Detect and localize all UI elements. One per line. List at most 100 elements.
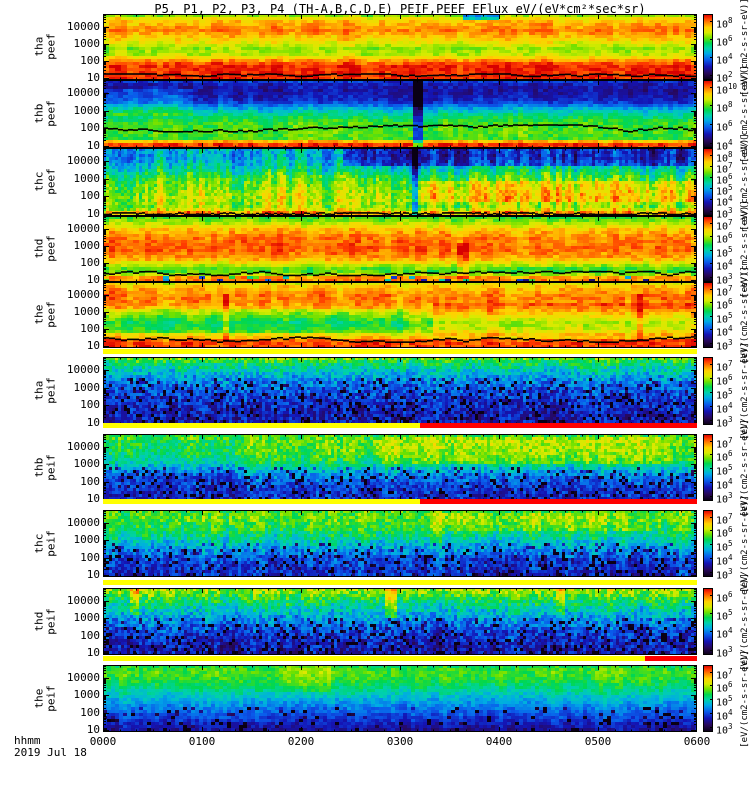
y-axis-tick-label: 1000 bbox=[73, 239, 101, 252]
colorbar-tick-label: 103 bbox=[716, 271, 733, 287]
colorbar-tick-label: 105 bbox=[716, 538, 733, 554]
colorbar-tick-base: 10 bbox=[716, 287, 729, 299]
y-axis-tick-label: 100 bbox=[80, 706, 100, 719]
colorbar-tick-base: 10 bbox=[716, 19, 729, 31]
colorbar-tick-base: 10 bbox=[716, 55, 729, 67]
panel-label-text: thb peif bbox=[32, 454, 57, 481]
colorbar-tick-label: 107 bbox=[716, 217, 733, 233]
panel-probe-label: thd bbox=[32, 239, 46, 259]
panel-probe-label: the bbox=[32, 688, 46, 709]
colorbar-tick-exponent: 5 bbox=[728, 539, 733, 548]
colorbar-tick-base: 10 bbox=[716, 556, 729, 568]
colorbar-tick-label: 107 bbox=[716, 358, 733, 374]
colorbar-tick-exponent: 5 bbox=[728, 183, 733, 192]
panel-probe-label: thc bbox=[32, 172, 46, 192]
x-axis-tick-label: 0600 bbox=[683, 735, 711, 748]
y-axis-tick-label: 1000 bbox=[73, 381, 101, 394]
panel-probe-label: thd bbox=[32, 611, 46, 632]
colorbar-tick-label: 105 bbox=[716, 182, 733, 198]
colorbar-tick-label: 107 bbox=[716, 511, 733, 527]
colorbar-tick-exponent: 7 bbox=[728, 284, 733, 293]
colorbar-tick-base: 10 bbox=[716, 85, 729, 97]
colorbar-tick-exponent: 7 bbox=[728, 218, 733, 227]
colorbar-tick-base: 10 bbox=[716, 494, 729, 506]
colorbar-tick-base: 10 bbox=[716, 611, 729, 623]
colorbar-tick-exponent: 7 bbox=[728, 359, 733, 368]
colorbar-tick-base: 10 bbox=[716, 515, 729, 527]
y-axis-tick-label: 10 bbox=[86, 492, 100, 505]
colorbar-tick-label: 107 bbox=[716, 283, 733, 299]
colorbar-tick-base: 10 bbox=[716, 209, 729, 221]
colorbar-tick-label: 108 bbox=[716, 99, 733, 115]
colorbar-tick-base: 10 bbox=[716, 103, 729, 115]
colorbar-tick-exponent: 2 bbox=[728, 70, 733, 79]
y-axis-tick-label: 1000 bbox=[73, 457, 101, 470]
colorbar-tick-exponent: 6 bbox=[728, 297, 733, 306]
panel-label-text: tha peif bbox=[32, 378, 57, 405]
panel-label-text: thd peif bbox=[32, 608, 57, 635]
flag-bar-segment bbox=[419, 423, 697, 428]
colorbar-tick-exponent: 4 bbox=[728, 52, 733, 61]
y-axis-tick-label: 1000 bbox=[73, 305, 101, 318]
colorbar-tick-label: 103 bbox=[716, 644, 733, 660]
colorbar-tick-exponent: 4 bbox=[728, 477, 733, 486]
colorbar-tick-exponent: 4 bbox=[728, 258, 733, 267]
colorbar-tick-exponent: 6 bbox=[728, 680, 733, 689]
colorbar-tick-label: 104 bbox=[716, 625, 733, 641]
panel-probe-label: thc bbox=[32, 533, 46, 554]
panel-quantity-label: peif bbox=[44, 454, 57, 481]
colorbar bbox=[703, 216, 713, 282]
y-axis-tick-label: 10000 bbox=[66, 154, 100, 167]
colorbar-tick-base: 10 bbox=[716, 221, 729, 233]
colorbar-tick-base: 10 bbox=[716, 122, 729, 134]
panel-probe-label: thb bbox=[32, 457, 46, 478]
colorbar-tick-exponent: 4 bbox=[728, 324, 733, 333]
colorbar-tick-base: 10 bbox=[716, 593, 729, 605]
y-axis-tick-label: 10000 bbox=[66, 86, 100, 99]
y-axis-tick-label: 1000 bbox=[73, 688, 101, 701]
colorbar-tick-base: 10 bbox=[716, 314, 729, 326]
colorbar-tick-base: 10 bbox=[716, 153, 729, 165]
flag-bar bbox=[103, 349, 697, 354]
colorbar-tick-label: 102 bbox=[716, 69, 733, 85]
panel-label-text: thb peef bbox=[32, 100, 57, 128]
colorbar bbox=[703, 80, 713, 148]
panel-quantity-label: peef bbox=[44, 301, 57, 329]
colorbar-tick-label: 104 bbox=[716, 193, 733, 209]
y-axis-tick-label: 10 bbox=[86, 71, 100, 84]
panel-label-text: the peif bbox=[32, 685, 57, 712]
spectrogram-canvas bbox=[103, 282, 697, 348]
colorbar-tick-base: 10 bbox=[716, 341, 729, 353]
flag-bar bbox=[103, 423, 697, 428]
x-axis-tick-label: 0200 bbox=[287, 735, 315, 748]
y-axis-tick-label: 100 bbox=[80, 121, 100, 134]
y-axis-tick-label: 10 bbox=[86, 207, 100, 220]
colorbar-tick-base: 10 bbox=[716, 648, 729, 660]
colorbar-tick-exponent: 5 bbox=[728, 311, 733, 320]
colorbar-tick-exponent: 4 bbox=[728, 194, 733, 203]
colorbar-tick-label: 106 bbox=[716, 33, 733, 49]
colorbar-tick-exponent: 6 bbox=[728, 172, 733, 181]
panel-quantity-label: peef bbox=[44, 100, 57, 128]
colorbar-tick-base: 10 bbox=[716, 234, 729, 246]
colorbar-tick-label: 105 bbox=[716, 607, 733, 623]
colorbar-tick-exponent: 7 bbox=[728, 161, 733, 170]
colorbar-tick-exponent: 3 bbox=[728, 338, 733, 347]
colorbar-tick-label: 106 bbox=[716, 230, 733, 246]
y-axis-tick-label: 100 bbox=[80, 189, 100, 202]
figure-title: P5, P1, P2, P3, P4 (TH-A,B,C,D,E) PEIF,P… bbox=[154, 2, 646, 16]
colorbar-tick-exponent: 7 bbox=[728, 667, 733, 676]
colorbar-tick-exponent: 6 bbox=[728, 373, 733, 382]
colorbar-tick-exponent: 7 bbox=[728, 436, 733, 445]
colorbar-tick-label: 105 bbox=[716, 386, 733, 402]
colorbar-tick-base: 10 bbox=[716, 528, 729, 540]
y-axis-tick-label: 10000 bbox=[66, 516, 100, 529]
y-axis-tick-label: 1000 bbox=[73, 611, 101, 624]
y-axis-tick-label: 100 bbox=[80, 551, 100, 564]
spectrogram-canvas bbox=[103, 80, 697, 148]
colorbar-tick-label: 103 bbox=[716, 414, 733, 430]
colorbar-tick-exponent: 3 bbox=[728, 491, 733, 500]
y-axis-tick-label: 10000 bbox=[66, 20, 100, 33]
y-axis-tick-label: 1000 bbox=[73, 37, 101, 50]
